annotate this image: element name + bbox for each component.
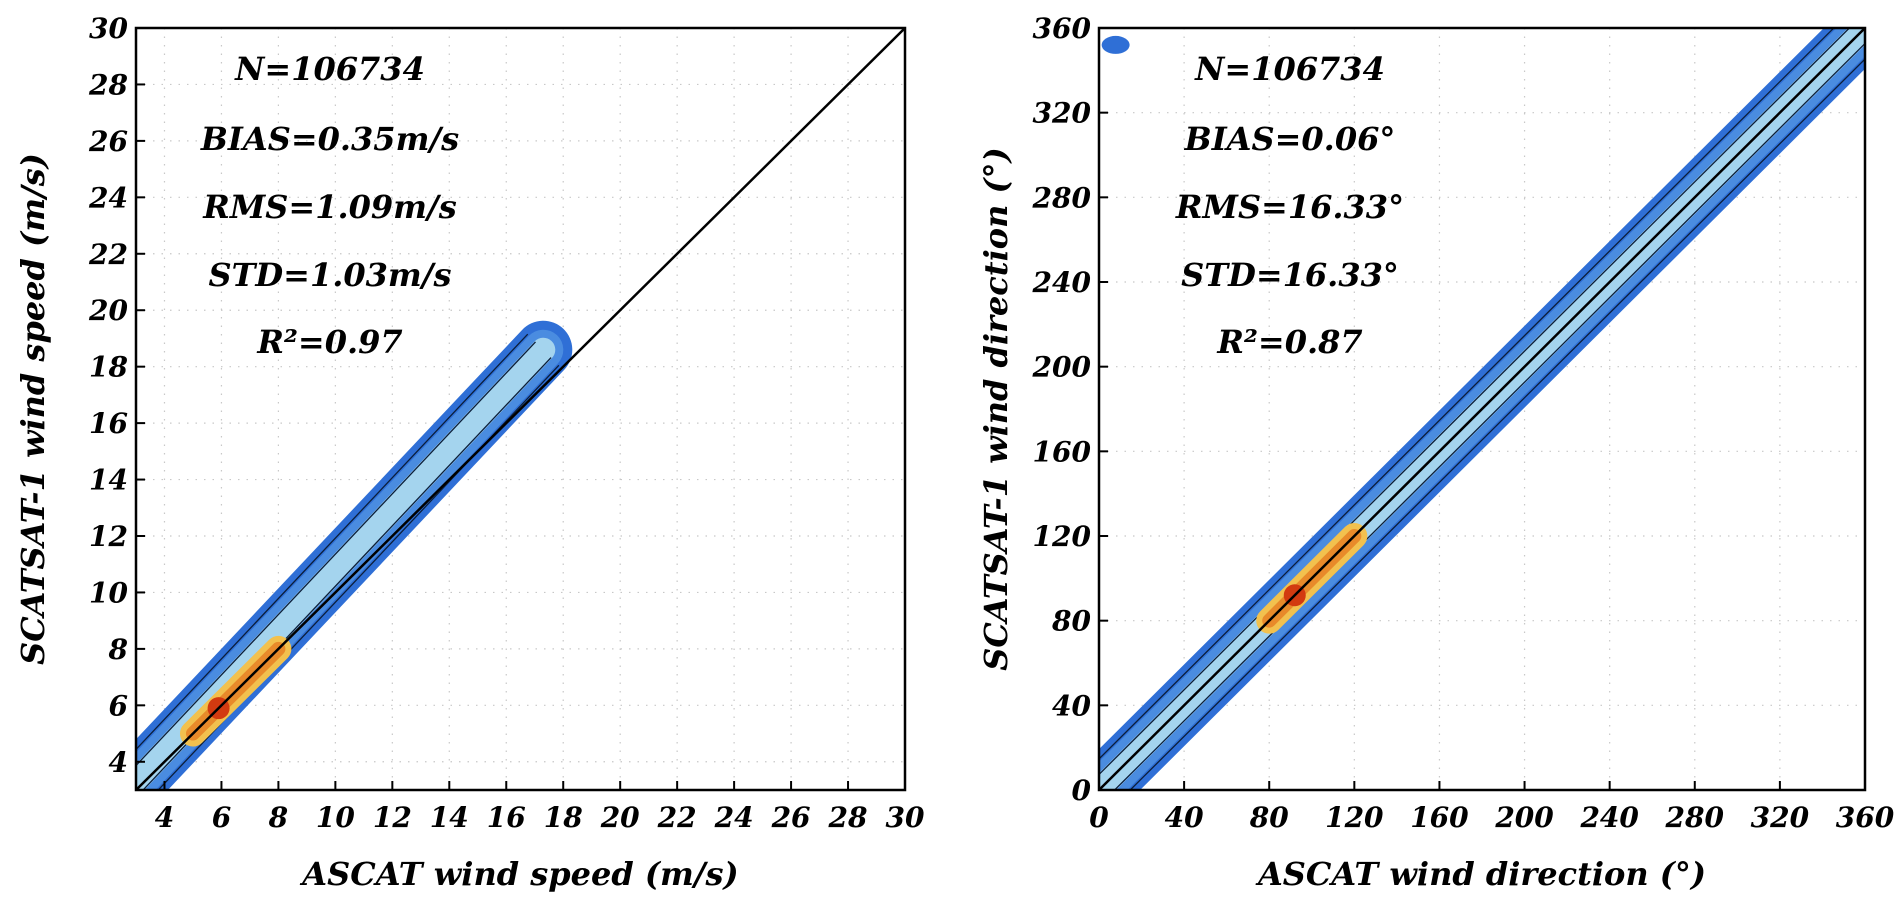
- speed-x-tick-label: 6: [212, 801, 231, 834]
- speed-x-tick-label: 18: [544, 801, 583, 834]
- direction-y-tick-label: 280: [1032, 181, 1092, 214]
- direction-x-tick-label: 0: [1089, 801, 1109, 834]
- direction-y-tick-label: 120: [1033, 520, 1092, 553]
- direction-plot-frame: [1097, 26, 1867, 792]
- direction-outlier-cluster: [1101, 35, 1130, 54]
- direction-y-tick-label: 360: [1033, 12, 1092, 45]
- direction-y-tick-label: 320: [1033, 97, 1092, 130]
- direction-stat-1: BIAS=0.06°: [1184, 120, 1396, 158]
- speed-stat-0: N=106734: [234, 50, 425, 88]
- speed-stat-4: R²=0.97: [256, 323, 402, 361]
- speed-y-tick-label: 16: [89, 407, 128, 440]
- direction-x-tick-label: 120: [1325, 801, 1384, 834]
- direction-stat-4: R²=0.87: [1216, 323, 1362, 361]
- speed-y-tick-label: 10: [89, 576, 128, 609]
- direction-y-tick-label: 80: [1051, 605, 1091, 638]
- speed-x-tick-label: 12: [373, 801, 412, 834]
- speed-y-tick-label: 20: [88, 294, 128, 327]
- direction-stat-3: STD=16.33°: [1181, 256, 1399, 294]
- speed-x-tick-label: 16: [487, 801, 526, 834]
- speed-plot-frame: [134, 26, 907, 792]
- direction-x-tick-label: 40: [1165, 801, 1204, 834]
- direction-scatter-panel: 0 40 80 120 160 200 240 280 320 360 0 40 80 120 160 200…: [977, 12, 1895, 893]
- direction-y-tick-label: 40: [1052, 689, 1091, 722]
- direction-x-tick-label: 200: [1494, 801, 1554, 834]
- speed-x-axis-label: ASCAT wind speed (m/s): [299, 855, 738, 893]
- speed-scatter-panel: 4 6 8 10 12 14 16 18 20 22 24 26 28 30 4 6 8 10 12 14 16 18 20…: [14, 12, 925, 893]
- speed-y-tick-label: 4: [109, 746, 128, 779]
- speed-stat-3: STD=1.03m/s: [209, 256, 452, 294]
- speed-y-tick-label: 24: [88, 181, 128, 214]
- speed-contour-0: [136, 333, 529, 751]
- speed-x-tick-label: 20: [600, 801, 640, 834]
- direction-x-tick-label: 360: [1836, 801, 1895, 834]
- speed-plot-area: [136, 28, 905, 790]
- direction-stat-2: RMS=16.33°: [1175, 188, 1404, 226]
- speed-contour-1: [136, 341, 536, 767]
- speed-y-tick-label: 12: [89, 520, 128, 553]
- speed-identity-line: [136, 28, 905, 790]
- speed-x-tick-label: 8: [268, 801, 288, 834]
- speed-stat-2: RMS=1.09m/s: [202, 188, 456, 226]
- speed-y-axis-label: SCATSAT-1 wind speed (m/s): [14, 153, 52, 665]
- direction-y-tick-label: 160: [1033, 435, 1092, 468]
- direction-plot-area: [1099, 28, 1865, 790]
- speed-x-tick-label: 24: [714, 801, 754, 834]
- direction-y-tick-label: 240: [1032, 266, 1092, 299]
- speed-y-tick-label: 18: [89, 351, 128, 384]
- speed-y-tick-label: 26: [88, 125, 128, 158]
- direction-contour-0: [1099, 28, 1835, 760]
- direction-x-tick-label: 160: [1410, 801, 1469, 834]
- direction-identity-line: [1099, 28, 1865, 790]
- speed-y-tick-label: 22: [88, 238, 128, 271]
- speed-x-tick-label: 26: [771, 801, 811, 834]
- direction-x-axis-label: ASCAT wind direction (°): [1255, 855, 1706, 893]
- direction-y-tick-label: 200: [1032, 351, 1092, 384]
- speed-y-tick-label: 8: [108, 633, 128, 666]
- direction-contour-2: [1113, 42, 1865, 790]
- speed-x-tick-label: 4: [155, 801, 174, 834]
- direction-y-axis-label: SCATSAT-1 wind direction (°): [977, 147, 1015, 671]
- speed-x-tick-label: 28: [828, 801, 868, 834]
- speed-stat-1: BIAS=0.35m/s: [200, 120, 459, 158]
- direction-contour-3: [1129, 58, 1865, 790]
- direction-x-tick-label: 80: [1249, 801, 1289, 834]
- direction-x-tick-label: 240: [1579, 801, 1639, 834]
- speed-y-tick-label: 6: [109, 689, 128, 722]
- direction-x-tick-label: 280: [1665, 801, 1725, 834]
- direction-x-tick-label: 320: [1751, 801, 1810, 834]
- direction-y-tick-label: 0: [1072, 774, 1092, 807]
- speed-x-tick-label: 14: [430, 801, 469, 834]
- speed-x-tick-label: 10: [316, 801, 355, 834]
- speed-x-tick-label: 30: [886, 801, 925, 834]
- direction-contour-1: [1099, 28, 1851, 776]
- direction-stat-0: N=106734: [1194, 50, 1385, 88]
- speed-x-tick-label: 22: [657, 801, 697, 834]
- speed-y-tick-label: 14: [89, 464, 128, 497]
- speed-y-tick-label: 30: [89, 12, 128, 45]
- speed-y-tick-label: 28: [88, 68, 128, 101]
